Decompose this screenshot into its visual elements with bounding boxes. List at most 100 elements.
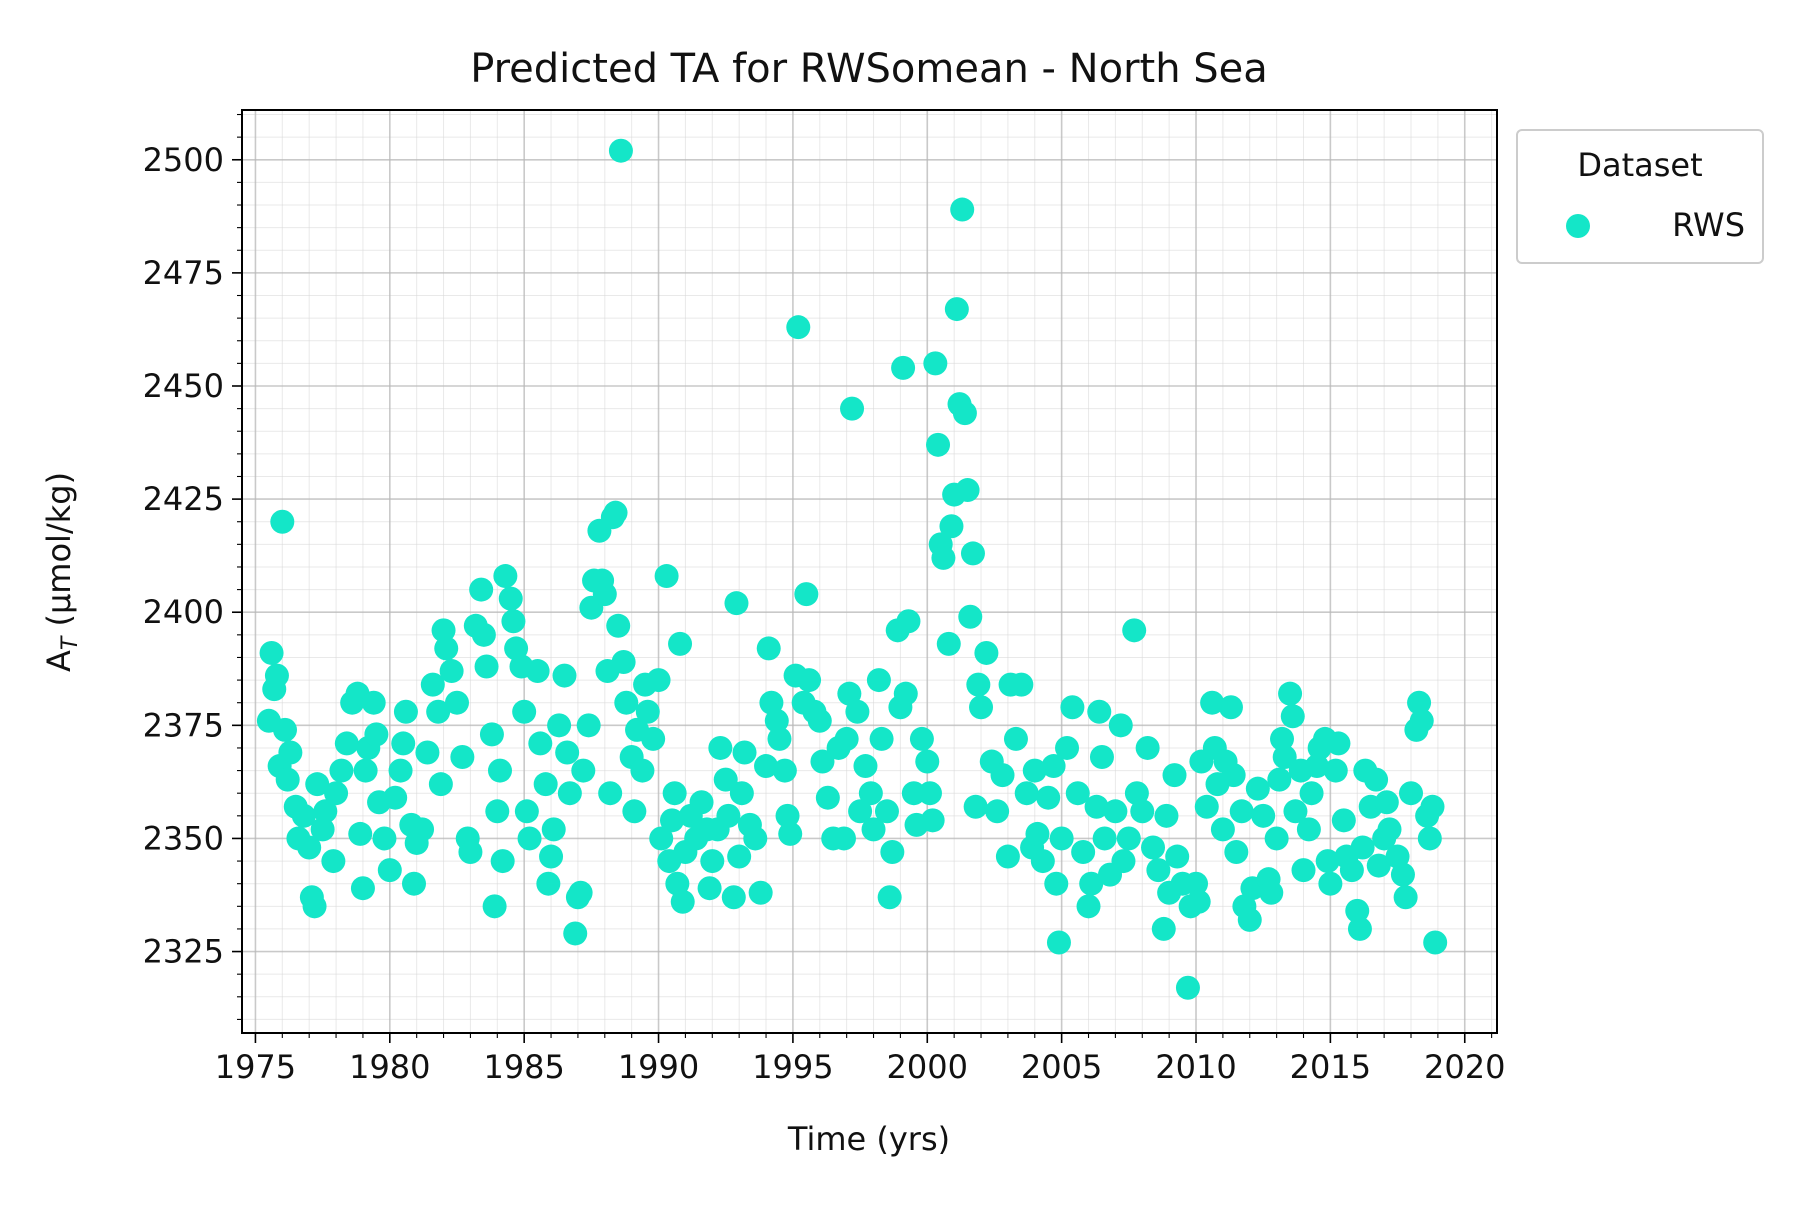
data-point-rws <box>778 821 803 846</box>
data-point-rws <box>920 808 945 833</box>
data-point-rws <box>608 138 633 163</box>
x-tick-label: 1985 <box>483 1048 564 1086</box>
data-point-rws <box>1124 781 1149 806</box>
data-point-rws <box>756 636 781 661</box>
data-point-rws <box>264 663 289 688</box>
data-point-rws <box>931 545 956 570</box>
data-point-rws <box>786 315 811 340</box>
data-point-rws <box>1141 835 1166 860</box>
data-point-rws <box>1385 844 1410 869</box>
data-point-rws <box>641 726 666 751</box>
data-point-rws <box>880 840 905 865</box>
data-point-rws <box>1065 781 1090 806</box>
data-point-rws <box>598 781 623 806</box>
data-point-rws <box>775 803 800 828</box>
data-point-rws <box>474 654 499 679</box>
data-point-rws <box>1122 618 1147 643</box>
data-point-rws <box>727 844 752 869</box>
data-point-rws <box>1111 849 1136 874</box>
data-point-rws <box>1194 794 1219 819</box>
data-point-rws <box>848 799 873 824</box>
data-point-rws <box>321 849 346 874</box>
data-point-rws <box>410 817 435 842</box>
data-point-rws <box>622 799 647 824</box>
data-point-rws <box>1364 767 1389 792</box>
data-point-rws <box>1420 794 1445 819</box>
data-point-rws <box>270 509 295 534</box>
x-tick-label: 2000 <box>887 1048 968 1086</box>
data-point-rws <box>1184 871 1209 896</box>
data-point-rws <box>557 781 582 806</box>
data-point-rws <box>1103 799 1128 824</box>
data-point-rws <box>926 432 951 457</box>
data-point-rws <box>377 858 402 883</box>
data-point-rws <box>361 690 386 715</box>
data-point-rws <box>334 731 359 756</box>
data-point-rws <box>278 740 303 765</box>
data-point-rws <box>767 726 792 751</box>
data-point-rws <box>431 618 456 643</box>
data-point-rws <box>490 849 515 874</box>
data-point-rws <box>1003 726 1028 751</box>
data-point-rws <box>1116 826 1141 851</box>
data-point-rws <box>1092 826 1117 851</box>
data-point-rws <box>1272 745 1297 770</box>
data-point-rws <box>353 758 378 783</box>
data-point-rws <box>528 731 553 756</box>
data-point-rws <box>893 681 918 706</box>
data-point-rws <box>1146 858 1171 883</box>
data-point-rws <box>963 794 988 819</box>
data-point-rws <box>1049 826 1074 851</box>
data-point-rws <box>1417 826 1442 851</box>
y-tick-label: 2450 <box>143 367 224 405</box>
data-point-rws <box>391 731 416 756</box>
data-point-rws <box>504 636 529 661</box>
data-point-rws <box>552 663 577 688</box>
data-point-rws <box>1409 708 1434 733</box>
data-point-rws <box>1278 681 1303 706</box>
data-point-rws <box>1323 758 1348 783</box>
data-point-rws <box>350 876 375 901</box>
data-point-rws <box>936 631 961 656</box>
data-point-rws <box>525 659 550 684</box>
data-point-rws <box>1076 894 1101 919</box>
data-point-rws <box>646 668 671 693</box>
data-point-rws <box>939 514 964 539</box>
data-point-rws <box>1296 817 1321 842</box>
data-point-rws <box>482 894 507 919</box>
data-point-rws <box>1022 758 1047 783</box>
data-point-rws <box>434 636 459 661</box>
chart-title: Predicted TA for RWSomean - North Sea <box>470 46 1268 92</box>
data-point-rws <box>861 817 886 842</box>
data-point-rws <box>815 785 840 810</box>
data-point-rws <box>444 690 469 715</box>
data-point-rws <box>1036 785 1061 810</box>
data-point-rws <box>1186 889 1211 914</box>
data-point-rws <box>1071 840 1096 865</box>
data-point-rws <box>858 781 883 806</box>
y-tick-label: 2350 <box>143 819 224 857</box>
data-point-rws <box>313 799 338 824</box>
data-point-rws <box>724 591 749 616</box>
data-points <box>256 138 1448 1000</box>
data-point-rws <box>743 826 768 851</box>
data-point-rws <box>1291 858 1316 883</box>
data-point-rws <box>635 699 660 724</box>
data-point-rws <box>1345 898 1370 923</box>
data-point-rws <box>654 564 679 589</box>
data-point-rws <box>393 699 418 724</box>
data-point-rws <box>1350 835 1375 860</box>
data-point-rws <box>772 758 797 783</box>
data-point-rws <box>969 695 994 720</box>
data-point-rws <box>840 396 865 421</box>
data-point-rws <box>302 894 327 919</box>
data-point-rws <box>401 871 426 896</box>
data-point-rws <box>1347 916 1372 941</box>
data-point-rws <box>764 708 789 733</box>
y-tick-label: 2325 <box>143 933 224 971</box>
data-point-rws <box>990 763 1015 788</box>
data-point-rws <box>1162 763 1187 788</box>
x-tick-label: 1990 <box>618 1048 699 1086</box>
data-point-rws <box>1135 735 1160 760</box>
data-point-rws <box>1200 690 1225 715</box>
